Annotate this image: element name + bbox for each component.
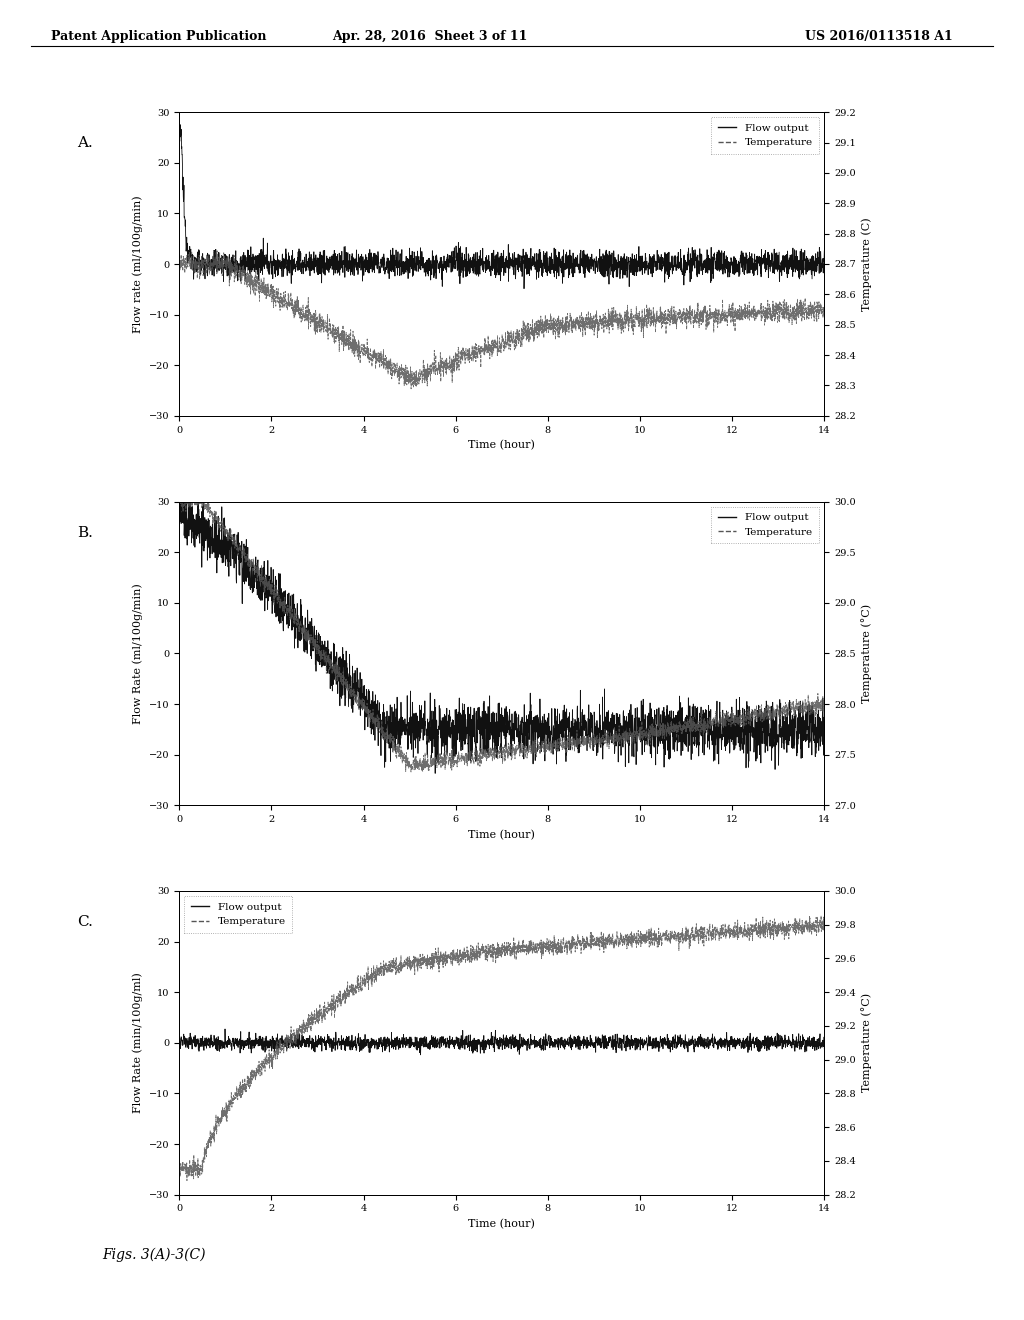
Legend: Flow output, Temperature: Flow output, Temperature	[184, 896, 292, 932]
Text: US 2016/0113518 A1: US 2016/0113518 A1	[805, 30, 952, 44]
Text: C.: C.	[77, 915, 93, 929]
Y-axis label: Temperature (°C): Temperature (°C)	[861, 603, 872, 704]
X-axis label: Time (hour): Time (hour)	[468, 829, 536, 840]
X-axis label: Time (hour): Time (hour)	[468, 1218, 536, 1229]
Y-axis label: Flow Rate (min/100g/ml): Flow Rate (min/100g/ml)	[133, 973, 143, 1113]
Y-axis label: Temperature (C): Temperature (C)	[861, 218, 871, 310]
Legend: Flow output, Temperature: Flow output, Temperature	[712, 117, 819, 153]
Text: Figs. 3(A)-3(C): Figs. 3(A)-3(C)	[102, 1247, 206, 1262]
Legend: Flow output, Temperature: Flow output, Temperature	[712, 507, 819, 543]
Text: Apr. 28, 2016  Sheet 3 of 11: Apr. 28, 2016 Sheet 3 of 11	[333, 30, 527, 44]
Text: A.: A.	[77, 136, 92, 150]
Y-axis label: Flow rate (ml/100g/min): Flow rate (ml/100g/min)	[133, 195, 143, 333]
Text: B.: B.	[77, 525, 93, 540]
Text: Patent Application Publication: Patent Application Publication	[51, 30, 266, 44]
Y-axis label: Flow Rate (ml/100g/min): Flow Rate (ml/100g/min)	[133, 583, 143, 723]
X-axis label: Time (hour): Time (hour)	[468, 440, 536, 450]
Y-axis label: Temperature (°C): Temperature (°C)	[861, 993, 872, 1093]
